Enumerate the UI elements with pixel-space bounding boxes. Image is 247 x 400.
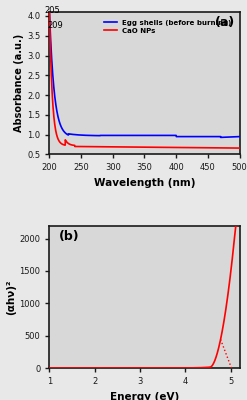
Y-axis label: (αhν)²: (αhν)² (7, 279, 17, 314)
X-axis label: Energy (eV): Energy (eV) (110, 392, 179, 400)
Text: (b): (b) (59, 230, 80, 243)
Legend: Egg shells (before burning), CaO NPs: Egg shells (before burning), CaO NPs (101, 17, 234, 36)
Text: (a): (a) (215, 16, 235, 29)
Y-axis label: Absorbance (a.u.): Absorbance (a.u.) (14, 34, 24, 132)
Text: 209: 209 (47, 21, 63, 30)
X-axis label: Wavelength (nm): Wavelength (nm) (94, 178, 195, 188)
Text: 205: 205 (45, 6, 61, 15)
